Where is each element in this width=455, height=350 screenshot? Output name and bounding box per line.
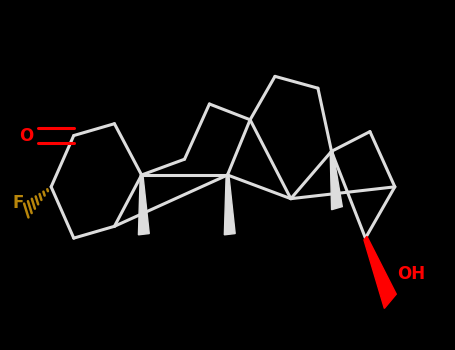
Polygon shape (330, 151, 342, 210)
Text: O: O (19, 127, 33, 145)
Polygon shape (364, 236, 396, 308)
Text: F: F (12, 194, 24, 212)
Text: OH: OH (397, 265, 425, 283)
Polygon shape (138, 175, 149, 235)
Polygon shape (224, 175, 235, 235)
